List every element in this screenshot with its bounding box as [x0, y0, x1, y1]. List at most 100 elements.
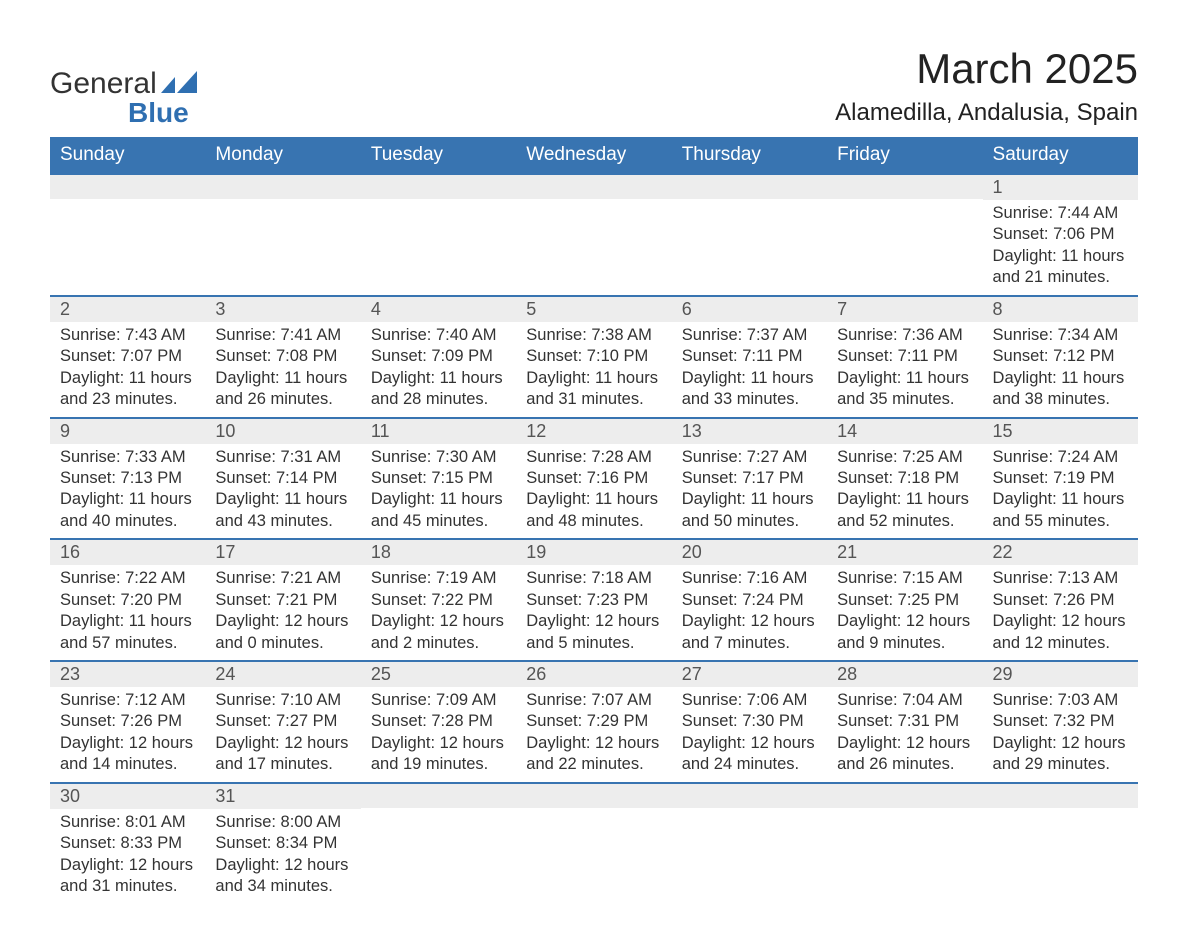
day-number	[827, 784, 982, 808]
day-details: Sunrise: 7:27 AMSunset: 7:17 PMDaylight:…	[672, 444, 827, 539]
sunrise-line: Sunrise: 7:34 AM	[993, 325, 1128, 346]
sunrise-line: Sunrise: 7:43 AM	[60, 325, 195, 346]
calendar-day-cell	[827, 783, 982, 904]
calendar-day-cell: 8Sunrise: 7:34 AMSunset: 7:12 PMDaylight…	[983, 296, 1138, 418]
day-number: 29	[983, 662, 1138, 687]
calendar-day-cell: 25Sunrise: 7:09 AMSunset: 7:28 PMDayligh…	[361, 661, 516, 783]
sunset-line: Sunset: 7:19 PM	[993, 468, 1128, 489]
day-details: Sunrise: 7:38 AMSunset: 7:10 PMDaylight:…	[516, 322, 671, 417]
day-number: 20	[672, 540, 827, 565]
day-details: Sunrise: 7:43 AMSunset: 7:07 PMDaylight:…	[50, 322, 205, 417]
sunset-line: Sunset: 7:27 PM	[215, 711, 350, 732]
calendar-day-cell: 3Sunrise: 7:41 AMSunset: 7:08 PMDaylight…	[205, 296, 360, 418]
sunset-line: Sunset: 7:14 PM	[215, 468, 350, 489]
day-details	[205, 199, 360, 219]
day-number: 19	[516, 540, 671, 565]
day-number: 18	[361, 540, 516, 565]
day-details	[361, 808, 516, 828]
sunrise-line: Sunrise: 7:09 AM	[371, 690, 506, 711]
day-number: 6	[672, 297, 827, 322]
calendar-day-cell: 6Sunrise: 7:37 AMSunset: 7:11 PMDaylight…	[672, 296, 827, 418]
sunrise-line: Sunrise: 7:41 AM	[215, 325, 350, 346]
daylight-line: Daylight: 12 hours and 5 minutes.	[526, 611, 661, 654]
sunset-line: Sunset: 7:17 PM	[682, 468, 817, 489]
sunrise-line: Sunrise: 7:07 AM	[526, 690, 661, 711]
day-details: Sunrise: 7:18 AMSunset: 7:23 PMDaylight:…	[516, 565, 671, 660]
day-number: 3	[205, 297, 360, 322]
day-number: 2	[50, 297, 205, 322]
daylight-line: Daylight: 12 hours and 17 minutes.	[215, 733, 350, 776]
day-number: 5	[516, 297, 671, 322]
calendar-day-cell: 21Sunrise: 7:15 AMSunset: 7:25 PMDayligh…	[827, 539, 982, 661]
sunset-line: Sunset: 7:13 PM	[60, 468, 195, 489]
day-number	[361, 175, 516, 199]
daylight-line: Daylight: 11 hours and 52 minutes.	[837, 489, 972, 532]
daylight-line: Daylight: 11 hours and 50 minutes.	[682, 489, 817, 532]
sunset-line: Sunset: 7:16 PM	[526, 468, 661, 489]
day-details: Sunrise: 7:10 AMSunset: 7:27 PMDaylight:…	[205, 687, 360, 782]
day-number: 17	[205, 540, 360, 565]
calendar-week-row: 9Sunrise: 7:33 AMSunset: 7:13 PMDaylight…	[50, 418, 1138, 540]
day-header: Sunday	[50, 137, 205, 174]
sunrise-line: Sunrise: 7:06 AM	[682, 690, 817, 711]
daylight-line: Daylight: 11 hours and 45 minutes.	[371, 489, 506, 532]
day-header: Friday	[827, 137, 982, 174]
calendar-day-cell: 10Sunrise: 7:31 AMSunset: 7:14 PMDayligh…	[205, 418, 360, 540]
calendar-day-cell: 24Sunrise: 7:10 AMSunset: 7:27 PMDayligh…	[205, 661, 360, 783]
sunrise-line: Sunrise: 8:01 AM	[60, 812, 195, 833]
daylight-line: Daylight: 12 hours and 0 minutes.	[215, 611, 350, 654]
calendar-day-cell	[361, 174, 516, 296]
sunset-line: Sunset: 7:20 PM	[60, 590, 195, 611]
day-number: 11	[361, 419, 516, 444]
sunrise-line: Sunrise: 7:18 AM	[526, 568, 661, 589]
day-details: Sunrise: 7:09 AMSunset: 7:28 PMDaylight:…	[361, 687, 516, 782]
sunrise-line: Sunrise: 7:28 AM	[526, 447, 661, 468]
sunrise-line: Sunrise: 8:00 AM	[215, 812, 350, 833]
calendar-day-cell: 7Sunrise: 7:36 AMSunset: 7:11 PMDaylight…	[827, 296, 982, 418]
day-details: Sunrise: 7:03 AMSunset: 7:32 PMDaylight:…	[983, 687, 1138, 782]
daylight-line: Daylight: 11 hours and 38 minutes.	[993, 368, 1128, 411]
day-number	[361, 784, 516, 808]
sunset-line: Sunset: 7:30 PM	[682, 711, 817, 732]
sunset-line: Sunset: 7:24 PM	[682, 590, 817, 611]
calendar-day-cell: 15Sunrise: 7:24 AMSunset: 7:19 PMDayligh…	[983, 418, 1138, 540]
calendar-week-row: 2Sunrise: 7:43 AMSunset: 7:07 PMDaylight…	[50, 296, 1138, 418]
day-details: Sunrise: 7:13 AMSunset: 7:26 PMDaylight:…	[983, 565, 1138, 660]
day-number	[205, 175, 360, 199]
daylight-line: Daylight: 11 hours and 48 minutes.	[526, 489, 661, 532]
day-number: 12	[516, 419, 671, 444]
daylight-line: Daylight: 11 hours and 43 minutes.	[215, 489, 350, 532]
sunset-line: Sunset: 7:09 PM	[371, 346, 506, 367]
day-header-row: SundayMondayTuesdayWednesdayThursdayFrid…	[50, 137, 1138, 174]
day-details: Sunrise: 7:07 AMSunset: 7:29 PMDaylight:…	[516, 687, 671, 782]
day-details: Sunrise: 7:44 AMSunset: 7:06 PMDaylight:…	[983, 200, 1138, 295]
daylight-line: Daylight: 11 hours and 55 minutes.	[993, 489, 1128, 532]
day-details	[983, 808, 1138, 828]
sunset-line: Sunset: 8:33 PM	[60, 833, 195, 854]
sunrise-line: Sunrise: 7:27 AM	[682, 447, 817, 468]
daylight-line: Daylight: 11 hours and 28 minutes.	[371, 368, 506, 411]
daylight-line: Daylight: 11 hours and 23 minutes.	[60, 368, 195, 411]
daylight-line: Daylight: 11 hours and 21 minutes.	[993, 246, 1128, 289]
day-details	[672, 808, 827, 828]
sunset-line: Sunset: 7:23 PM	[526, 590, 661, 611]
calendar-day-cell: 28Sunrise: 7:04 AMSunset: 7:31 PMDayligh…	[827, 661, 982, 783]
sunset-line: Sunset: 7:29 PM	[526, 711, 661, 732]
sunrise-line: Sunrise: 7:03 AM	[993, 690, 1128, 711]
day-number: 21	[827, 540, 982, 565]
sunset-line: Sunset: 7:15 PM	[371, 468, 506, 489]
calendar-day-cell	[983, 783, 1138, 904]
sunrise-line: Sunrise: 7:10 AM	[215, 690, 350, 711]
day-details: Sunrise: 7:40 AMSunset: 7:09 PMDaylight:…	[361, 322, 516, 417]
day-number: 27	[672, 662, 827, 687]
sunrise-line: Sunrise: 7:24 AM	[993, 447, 1128, 468]
day-details: Sunrise: 7:30 AMSunset: 7:15 PMDaylight:…	[361, 444, 516, 539]
sunrise-line: Sunrise: 7:37 AM	[682, 325, 817, 346]
daylight-line: Daylight: 12 hours and 19 minutes.	[371, 733, 506, 776]
calendar-day-cell	[50, 174, 205, 296]
daylight-line: Daylight: 12 hours and 34 minutes.	[215, 855, 350, 898]
sunset-line: Sunset: 7:26 PM	[993, 590, 1128, 611]
calendar-day-cell	[827, 174, 982, 296]
day-header: Thursday	[672, 137, 827, 174]
day-details: Sunrise: 7:41 AMSunset: 7:08 PMDaylight:…	[205, 322, 360, 417]
